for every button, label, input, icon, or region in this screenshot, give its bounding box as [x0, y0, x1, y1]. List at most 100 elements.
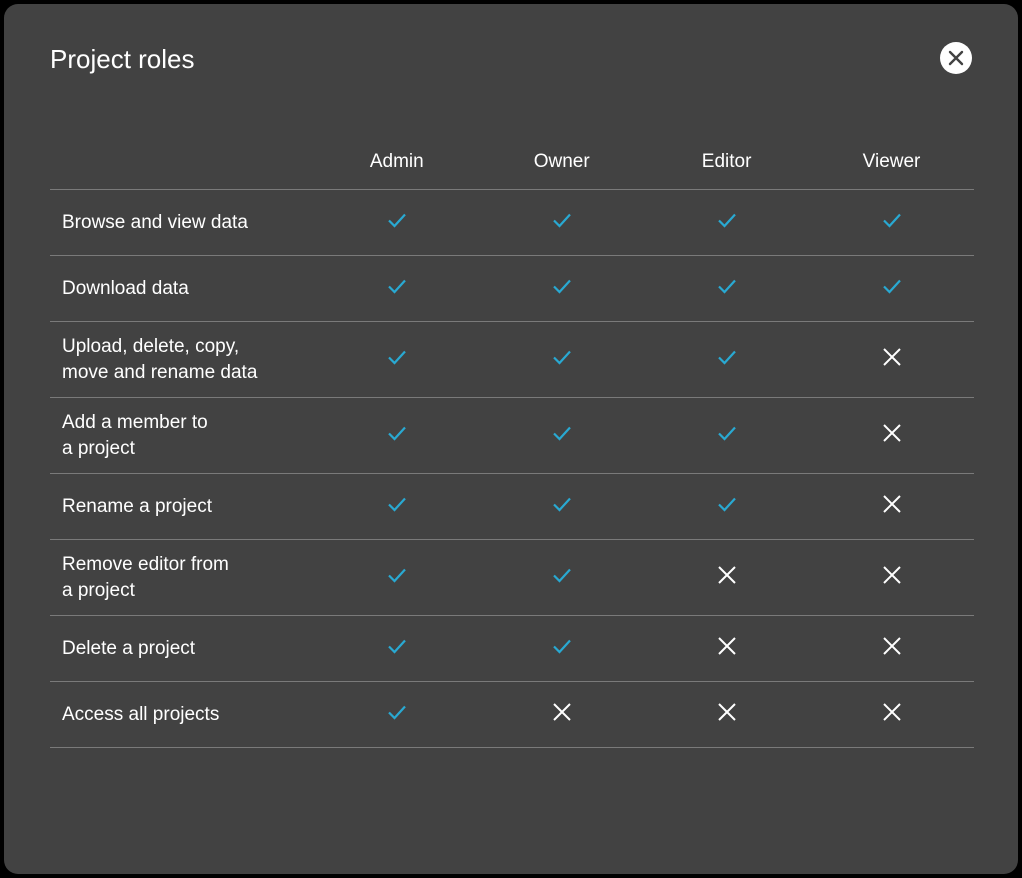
permission-cell-viewer — [809, 539, 974, 616]
check-icon — [552, 497, 571, 512]
permission-label-line: a project — [62, 437, 135, 459]
check-icon — [388, 426, 406, 441]
close-icon — [948, 50, 964, 66]
permission-label-line: Delete a project — [62, 637, 196, 659]
permission-cell-editor — [644, 615, 810, 682]
permission-cell-editor — [644, 321, 810, 398]
table-row: Add a member to a project — [50, 397, 974, 474]
permission-label: Remove editor from a project — [50, 539, 315, 616]
permission-label: Browse and view data — [50, 189, 315, 256]
permission-cell-editor — [644, 473, 810, 540]
check-icon — [388, 350, 406, 365]
check-icon — [552, 279, 571, 294]
permission-cell-editor — [644, 189, 810, 256]
permission-cell-admin — [314, 189, 480, 256]
column-header-viewer: Viewer — [809, 134, 974, 190]
permission-label-line: Add a member to — [62, 411, 208, 433]
column-header-editor: Editor — [644, 134, 810, 190]
check-icon — [717, 426, 736, 441]
dialog-title: Project roles — [50, 44, 195, 74]
permission-cell-editor — [644, 255, 810, 322]
permission-label-line: Rename a project — [62, 495, 212, 517]
permission-label: Upload, delete, copy, move and rename dat… — [50, 321, 315, 398]
permission-label-line: move and rename data — [62, 361, 258, 383]
permission-cell-owner — [479, 539, 645, 616]
permission-cell-admin — [314, 615, 480, 682]
table-row: Remove editor from a project — [50, 539, 974, 616]
permission-label-line: Upload, delete, copy, — [62, 335, 240, 357]
permission-cell-owner — [479, 473, 645, 540]
permission-cell-owner — [479, 321, 645, 398]
cross-icon — [552, 702, 571, 721]
cross-icon — [717, 636, 736, 655]
check-icon — [717, 350, 736, 365]
table-row: Delete a project — [50, 615, 974, 682]
permission-cell-owner — [479, 189, 645, 256]
check-icon — [388, 279, 406, 294]
cross-icon — [882, 636, 901, 655]
permission-cell-editor — [644, 397, 810, 474]
permission-cell-admin — [314, 539, 480, 616]
check-icon — [882, 213, 901, 228]
permission-label-line: Browse and view data — [62, 211, 248, 233]
permission-cell-viewer — [809, 681, 974, 748]
permission-cell-editor — [644, 539, 810, 616]
check-icon — [388, 639, 406, 654]
cross-icon — [882, 494, 901, 513]
cross-icon — [882, 423, 901, 442]
cross-icon — [882, 702, 901, 721]
permission-cell-viewer — [809, 473, 974, 540]
permission-cell-owner — [479, 615, 645, 682]
table-row: Browse and view data — [50, 189, 974, 256]
table-header-row: Admin Owner Editor Viewer — [50, 134, 974, 190]
table-row: Download data — [50, 255, 974, 322]
cross-icon — [882, 347, 901, 366]
permission-label: Access all projects — [50, 681, 315, 748]
cross-icon — [882, 565, 901, 584]
permission-label-line: Remove editor from — [62, 553, 229, 575]
column-header-owner: Owner — [479, 134, 645, 190]
check-icon — [388, 568, 406, 583]
permission-label-line: Download data — [62, 277, 189, 299]
check-icon — [388, 705, 406, 720]
close-button[interactable] — [940, 42, 972, 74]
permission-cell-admin — [314, 321, 480, 398]
check-icon — [552, 350, 571, 365]
permission-cell-viewer — [809, 255, 974, 322]
table-row: Access all projects — [50, 681, 974, 748]
check-icon — [552, 213, 571, 228]
permission-cell-admin — [314, 473, 480, 540]
permission-cell-owner — [479, 681, 645, 748]
permission-cell-editor — [644, 681, 810, 748]
permission-label: Download data — [50, 255, 315, 322]
table-row: Rename a project — [50, 473, 974, 540]
check-icon — [552, 639, 571, 654]
check-icon — [717, 213, 736, 228]
permission-label: Add a member to a project — [50, 397, 315, 474]
roles-table: Admin Owner Editor Viewer Browse and vie… — [50, 134, 974, 748]
project-roles-dialog: Project roles Admin Owner Editor Viewer … — [4, 4, 1018, 874]
permission-cell-owner — [479, 397, 645, 474]
permission-cell-admin — [314, 397, 480, 474]
permission-label-line: Access all projects — [62, 703, 220, 725]
header-empty — [50, 134, 315, 190]
permission-cell-viewer — [809, 397, 974, 474]
permission-cell-owner — [479, 255, 645, 322]
cross-icon — [717, 565, 736, 584]
check-icon — [388, 497, 406, 512]
table-row: Upload, delete, copy, move and rename dat… — [50, 321, 974, 398]
check-icon — [552, 426, 571, 441]
permission-cell-admin — [314, 681, 480, 748]
permission-cell-viewer — [809, 615, 974, 682]
permission-label: Delete a project — [50, 615, 315, 682]
check-icon — [388, 213, 406, 228]
check-icon — [882, 279, 901, 294]
check-icon — [717, 497, 736, 512]
permission-label: Rename a project — [50, 473, 315, 540]
cross-icon — [717, 702, 736, 721]
column-header-admin: Admin — [314, 134, 480, 190]
permission-label-line: a project — [62, 579, 135, 601]
permission-cell-admin — [314, 255, 480, 322]
check-icon — [552, 568, 571, 583]
permission-cell-viewer — [809, 321, 974, 398]
